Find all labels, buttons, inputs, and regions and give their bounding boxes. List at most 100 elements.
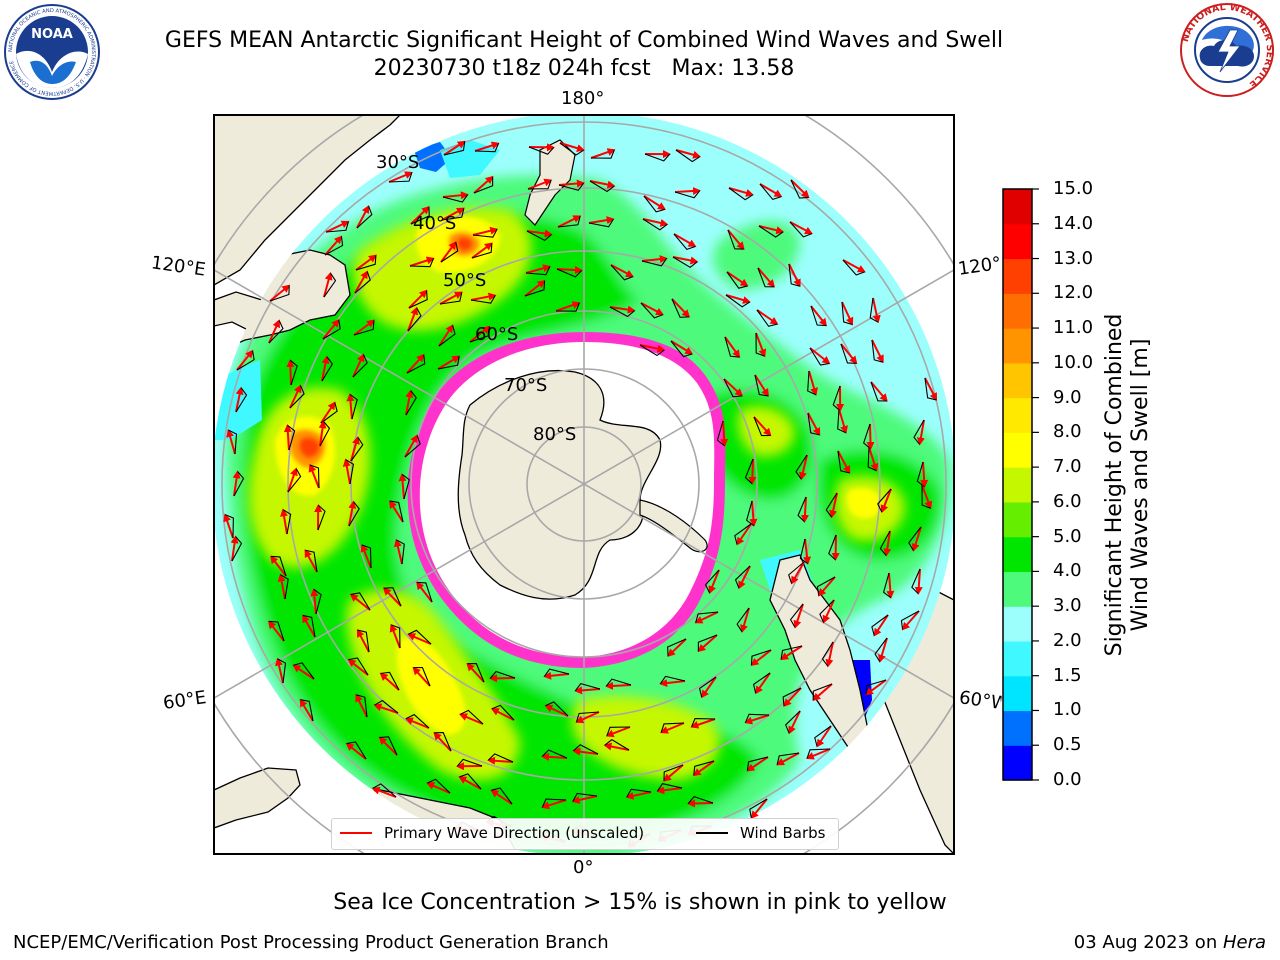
colorbar-label: Significant Height of Combined Wind Wave… [1102,314,1154,657]
wave-direction-arrow [780,645,803,661]
sea-ice-note: Sea Ice Concentration > 15% is shown in … [333,890,947,915]
wind-barb [350,592,371,611]
wind-barb [460,709,484,725]
lat-label-40s: 40°S [413,213,457,234]
wind-barb [756,309,778,327]
wave-direction-arrow [226,428,236,455]
wave-direction-arrow [697,634,718,653]
wind-barb [643,195,665,213]
wave-direction-arrow [921,484,933,510]
wave-direction-arrow [756,309,779,325]
wave-direction-arrow [526,229,553,238]
wave-direction-arrow [829,492,838,519]
wind-barb [352,354,368,378]
wind-barb [672,256,698,269]
wind-barb [809,347,830,366]
wind-barb [467,662,485,683]
wind-barb [355,255,377,271]
colorbar-tick-label: 5.0 [1053,525,1082,547]
wind-barb [313,588,322,615]
wave-direction-arrow [404,434,418,458]
colorbar-tick-label: 4.0 [1053,560,1082,582]
wind-barb [324,236,344,256]
wave-direction-arrow [349,593,371,611]
wind-barb [573,744,599,755]
wave-direction-arrow [473,175,494,194]
colorbar-band [1003,571,1032,607]
wind-barb [784,710,801,734]
wind-barb [812,683,833,701]
wave-direction-arrow [441,207,465,221]
wave-direction-arrow [605,726,631,738]
wave-direction-arrow [325,220,350,233]
wind-barb [840,343,857,364]
wind-barb [750,649,772,666]
nws-logo: NATIONAL WEATHER SERVICE [1180,2,1275,97]
wind-barb [691,718,716,728]
wave-direction-arrow [872,297,881,324]
wave-direction-arrow [687,799,714,808]
colorbar-band [1003,397,1032,433]
wave-direction-arrow [746,756,769,772]
wave-direction-arrow [541,752,568,761]
wave-direction-arrow [458,776,482,790]
wind-barb [753,416,771,437]
wave-direction-arrow [883,530,892,557]
wind-barb [440,242,459,263]
wind-barb [389,500,404,523]
wind-barb [388,172,413,183]
wave-direction-arrow [268,620,285,642]
wind-barb [574,682,601,692]
wave-direction-arrow [470,292,497,301]
wave-direction-arrow [405,389,414,416]
wave-direction-arrow [736,523,752,546]
colorbar-band [1003,223,1032,260]
wave-direction-arrow [466,662,485,683]
footer-date: 03 Aug 2023 on Hera [1074,932,1266,953]
wave-direction-arrow [355,254,377,271]
chart-subtitle: 20230730 t18z 024h fcst Max: 13.58 [373,56,795,81]
wave-direction-arrow [360,543,372,569]
wave-direction-arrow [822,599,835,624]
wind-barb [606,726,631,736]
wave-direction-arrow [304,549,318,573]
wind-barb [913,419,925,445]
wind-barb [795,454,808,480]
wave-direction-arrow [342,458,351,485]
wave-direction-arrow [286,359,295,386]
wind-barb [911,568,921,595]
colorbar-tick-label: 3.0 [1053,595,1082,617]
wind-barb [541,798,567,808]
wave-direction-arrow [671,298,691,318]
wave-direction-arrow [701,676,717,699]
wind-barb [752,672,771,694]
legend-wind-line [696,832,728,834]
wind-barb [744,713,770,723]
wind-barb [443,141,466,156]
wind-barb [877,488,892,513]
wave-direction-arrow [574,686,601,695]
wind-barb [642,218,668,231]
wind-barb [841,301,853,325]
wave-direction-arrow [640,302,665,316]
wave-direction-arrow [868,446,879,472]
wind-barb [491,787,513,805]
colorbar-label-line2: Wind Waves and Swell [m] [1128,338,1153,632]
wave-direction-arrow [674,186,701,195]
wind-barb [289,359,298,386]
wave-direction-arrow [803,538,812,565]
wave-direction-arrow [371,786,397,798]
legend-item-wave: Primary Wave Direction (unscaled) [340,824,644,842]
colorbar [1002,188,1039,781]
wind-barb [541,749,568,759]
wind-barb [589,180,615,193]
vector-overlay [223,140,938,848]
legend-item-wind: Wind Barbs [696,824,825,842]
wind-barb [410,206,430,225]
wind-barb [559,142,584,156]
wind-barb [734,565,751,589]
wave-direction-arrow [355,693,368,718]
wind-barb [231,536,243,562]
wind-barb [472,228,498,238]
wind-barb [524,280,546,297]
